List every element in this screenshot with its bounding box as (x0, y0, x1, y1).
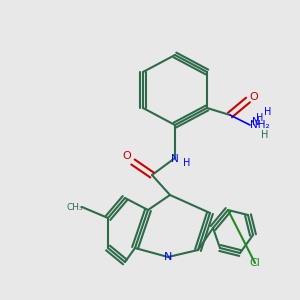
Text: NH₂: NH₂ (250, 120, 270, 130)
Text: H: H (256, 113, 263, 123)
Text: O: O (123, 151, 131, 161)
Text: H: H (183, 158, 191, 168)
Text: Cl: Cl (250, 258, 260, 268)
Text: H: H (261, 130, 269, 140)
Text: N: N (252, 117, 260, 127)
Text: N: N (171, 154, 179, 164)
Text: H: H (264, 107, 272, 117)
Text: N: N (164, 252, 172, 262)
Text: CH₃: CH₃ (66, 202, 83, 211)
Text: O: O (250, 92, 258, 102)
